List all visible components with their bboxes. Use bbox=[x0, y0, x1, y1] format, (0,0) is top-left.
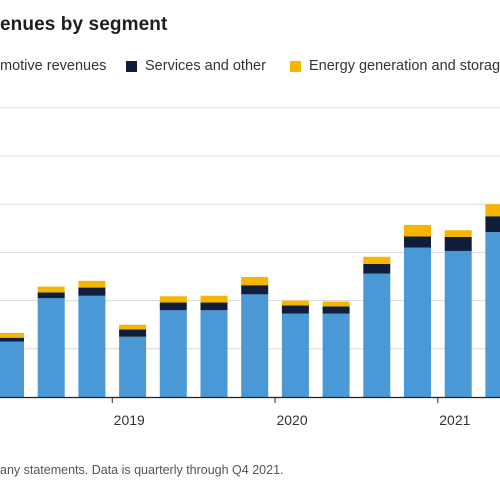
x-tick-label-2020: 2020 bbox=[276, 412, 307, 428]
legend-item-services: Services and other bbox=[126, 58, 266, 74]
x-tick-label-2019: 2019 bbox=[114, 412, 145, 428]
bar-services-8 bbox=[281, 305, 309, 314]
legend-swatch-energy bbox=[290, 60, 301, 72]
bar-energy-8 bbox=[281, 300, 309, 306]
bar-automotive-4 bbox=[119, 336, 147, 397]
bar-automotive-10 bbox=[363, 273, 391, 397]
bar-energy-5 bbox=[159, 296, 187, 303]
bar-automotive-2 bbox=[37, 298, 65, 397]
bar-automotive-12 bbox=[444, 250, 472, 397]
bar-automotive-13 bbox=[485, 232, 500, 397]
bar-services-1 bbox=[0, 337, 24, 342]
legend-item-automotive: motive revenues bbox=[0, 58, 106, 74]
bar-services-5 bbox=[159, 302, 187, 311]
bar-energy-10 bbox=[363, 256, 391, 264]
bar-energy-11 bbox=[404, 224, 431, 237]
bar-automotive-1 bbox=[0, 341, 24, 397]
bar-services-13 bbox=[485, 216, 500, 233]
legend-label-automotive: motive revenues bbox=[0, 58, 107, 74]
bar-automotive-8 bbox=[281, 313, 309, 397]
bar-services-10 bbox=[363, 263, 391, 274]
bar-services-9 bbox=[322, 306, 350, 314]
x-tick-label-2021: 2021 bbox=[439, 412, 470, 428]
bar-automotive-7 bbox=[241, 294, 269, 397]
footnote: any statements. Data is quarterly throug… bbox=[0, 463, 284, 477]
bar-energy-3 bbox=[78, 280, 106, 288]
bar-services-11 bbox=[404, 236, 431, 248]
bar-services-4 bbox=[119, 329, 147, 337]
legend: motive revenues Services and other Energ… bbox=[0, 58, 500, 78]
bar-automotive-9 bbox=[322, 313, 350, 397]
bar-energy-4 bbox=[119, 324, 147, 330]
bar-energy-1 bbox=[0, 332, 24, 338]
bar-services-6 bbox=[200, 302, 228, 311]
bar-energy-2 bbox=[37, 286, 65, 293]
bar-energy-12 bbox=[444, 230, 472, 237]
chart-title: enues by segment bbox=[0, 14, 168, 35]
bar-automotive-5 bbox=[159, 310, 187, 397]
bar-energy-13 bbox=[485, 204, 500, 217]
bar-energy-9 bbox=[322, 301, 350, 307]
bar-automotive-6 bbox=[200, 310, 228, 397]
bar-automotive-11 bbox=[404, 247, 431, 397]
legend-item-energy: Energy generation and storag bbox=[290, 58, 500, 74]
bar-energy-6 bbox=[200, 295, 228, 303]
bar-services-2 bbox=[37, 292, 65, 299]
bar-services-12 bbox=[444, 236, 472, 251]
bar-energy-7 bbox=[241, 276, 269, 286]
legend-label-energy: Energy generation and storag bbox=[309, 58, 500, 74]
bar-services-3 bbox=[78, 287, 106, 296]
legend-swatch-services bbox=[126, 60, 137, 72]
legend-label-services: Services and other bbox=[145, 58, 266, 74]
bar-services-7 bbox=[241, 285, 269, 295]
bar-automotive-3 bbox=[78, 295, 106, 397]
